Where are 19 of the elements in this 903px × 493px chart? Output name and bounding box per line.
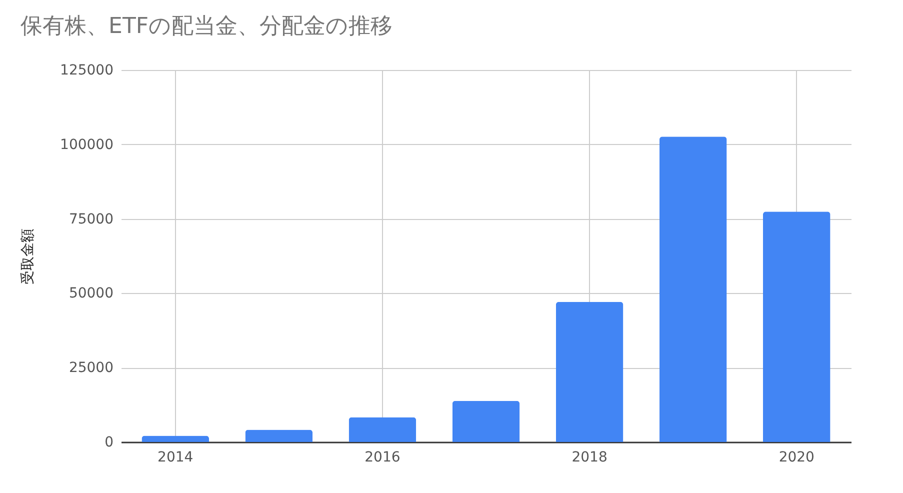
y-tick-label: 75000 [68, 211, 114, 228]
chart-title: 保有株、ETFの配当金、分配金の推移 [20, 14, 393, 39]
y-tick-label: 125000 [60, 62, 114, 78]
y-tick-label: 25000 [68, 360, 114, 376]
bar [452, 400, 520, 442]
y-tick-label: 0 [104, 434, 114, 450]
y-axis-title: 受取金額 [20, 228, 36, 284]
x-tick-label: 2014 [158, 450, 194, 466]
x-tick-label: 2016 [364, 450, 400, 466]
bar [245, 430, 313, 442]
bar [348, 417, 416, 442]
bar [556, 302, 624, 442]
bar [659, 136, 727, 442]
y-tick-label: 50000 [68, 286, 114, 302]
y-tick-label: 100000 [60, 136, 114, 153]
x-tick-label: 2018 [572, 450, 608, 466]
bar [142, 436, 210, 442]
bar [762, 212, 830, 442]
x-tick-label: 2020 [778, 450, 814, 466]
